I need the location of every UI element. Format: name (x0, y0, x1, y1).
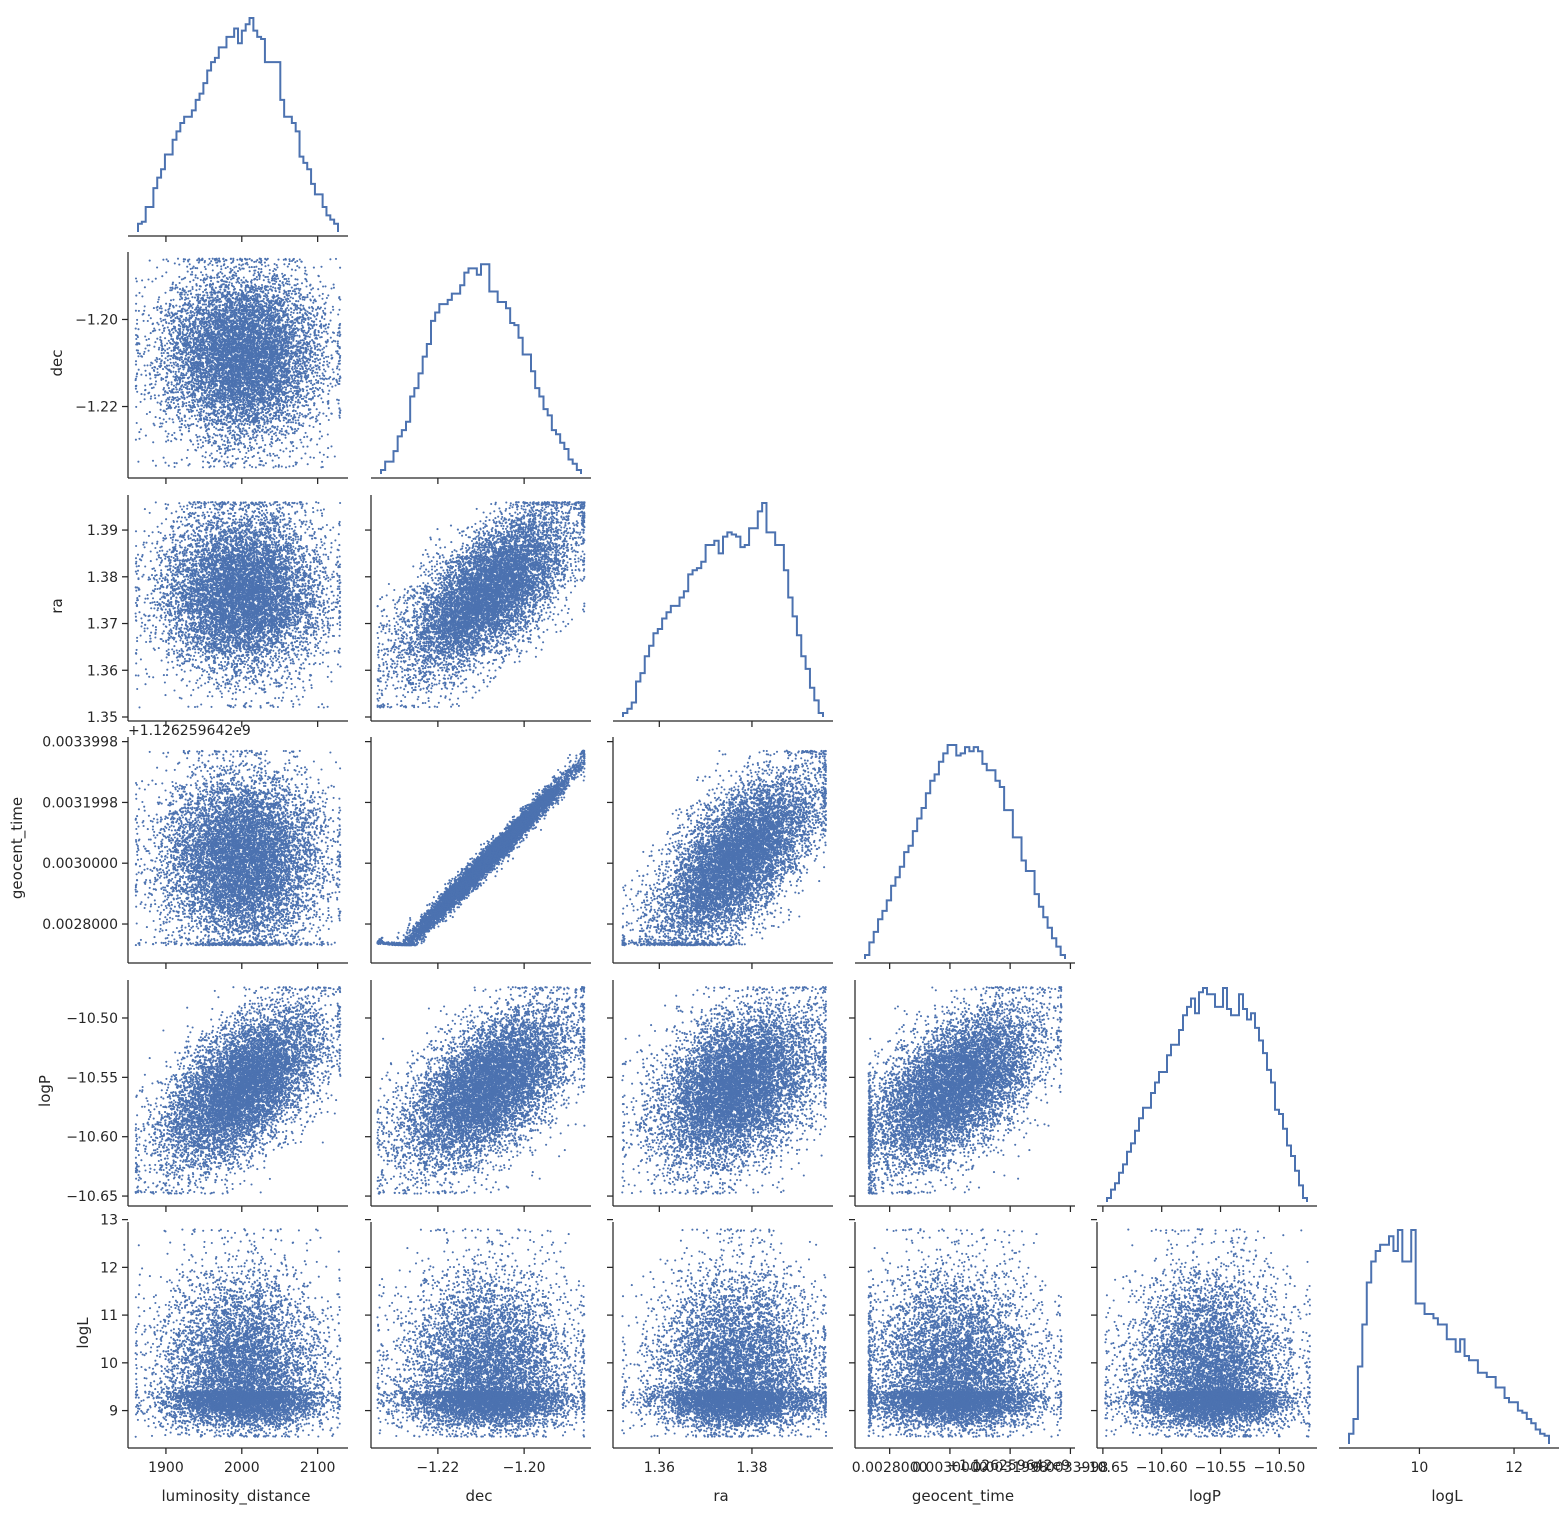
data-point (223, 260, 225, 262)
data-point (272, 286, 274, 288)
data-point (285, 448, 287, 450)
data-point (332, 368, 334, 370)
data-point (167, 260, 169, 262)
data-point (192, 288, 194, 290)
data-point (291, 378, 293, 380)
data-point (193, 312, 195, 314)
data-point (279, 286, 281, 288)
data-point (328, 407, 330, 409)
data-point (319, 320, 321, 322)
data-point (157, 371, 159, 373)
data-point (267, 290, 269, 292)
histogram-luminosity-distance (138, 18, 338, 232)
data-point (292, 297, 294, 299)
data-point (140, 393, 142, 395)
data-point (191, 307, 193, 309)
data-point (269, 455, 271, 457)
data-point (177, 365, 179, 367)
data-point (281, 428, 283, 430)
data-point (150, 332, 152, 334)
data-point (227, 442, 229, 444)
data-point (210, 280, 212, 282)
data-point (293, 414, 295, 416)
data-point (196, 440, 198, 442)
data-point (186, 372, 188, 374)
data-point (191, 415, 193, 417)
data-point (322, 413, 324, 415)
data-point (222, 276, 224, 278)
data-point (169, 396, 171, 398)
data-point (234, 431, 236, 433)
data-point (177, 403, 179, 405)
data-point (138, 292, 140, 294)
data-point (205, 274, 207, 276)
data-point (235, 458, 237, 460)
data-point (306, 274, 308, 276)
data-point (300, 441, 302, 443)
data-point (295, 397, 297, 399)
data-point (249, 258, 251, 260)
panel-luminosity-distance-vs-luminosity-distance (128, 18, 348, 242)
data-point (292, 445, 294, 447)
data-point (296, 279, 298, 281)
data-point (274, 287, 276, 289)
data-point (152, 441, 154, 443)
data-point (187, 449, 189, 451)
data-point (267, 264, 269, 266)
data-point (185, 320, 187, 322)
data-point (299, 412, 301, 414)
data-point (186, 385, 188, 387)
panel-dec-vs-luminosity-distance: −1.22−1.20 (75, 252, 348, 484)
data-point (272, 466, 274, 468)
data-point (186, 457, 188, 459)
data-point (165, 303, 167, 305)
data-point (269, 269, 271, 271)
data-point (301, 413, 303, 415)
data-point (157, 402, 159, 404)
data-point (335, 384, 337, 386)
data-point (327, 433, 329, 435)
data-point (303, 436, 305, 438)
data-point (326, 364, 328, 366)
data-point (216, 410, 218, 412)
data-point (294, 325, 296, 327)
data-point (154, 394, 156, 396)
data-point (222, 426, 224, 428)
data-point (310, 289, 312, 291)
data-point (330, 287, 332, 289)
data-point (248, 412, 250, 414)
data-point (144, 398, 146, 400)
data-point (206, 297, 208, 299)
data-point (223, 440, 225, 442)
data-point (311, 356, 313, 358)
data-point (200, 439, 202, 441)
data-point (161, 307, 163, 309)
data-point (306, 296, 308, 298)
data-point (158, 329, 160, 331)
data-point (237, 457, 239, 459)
